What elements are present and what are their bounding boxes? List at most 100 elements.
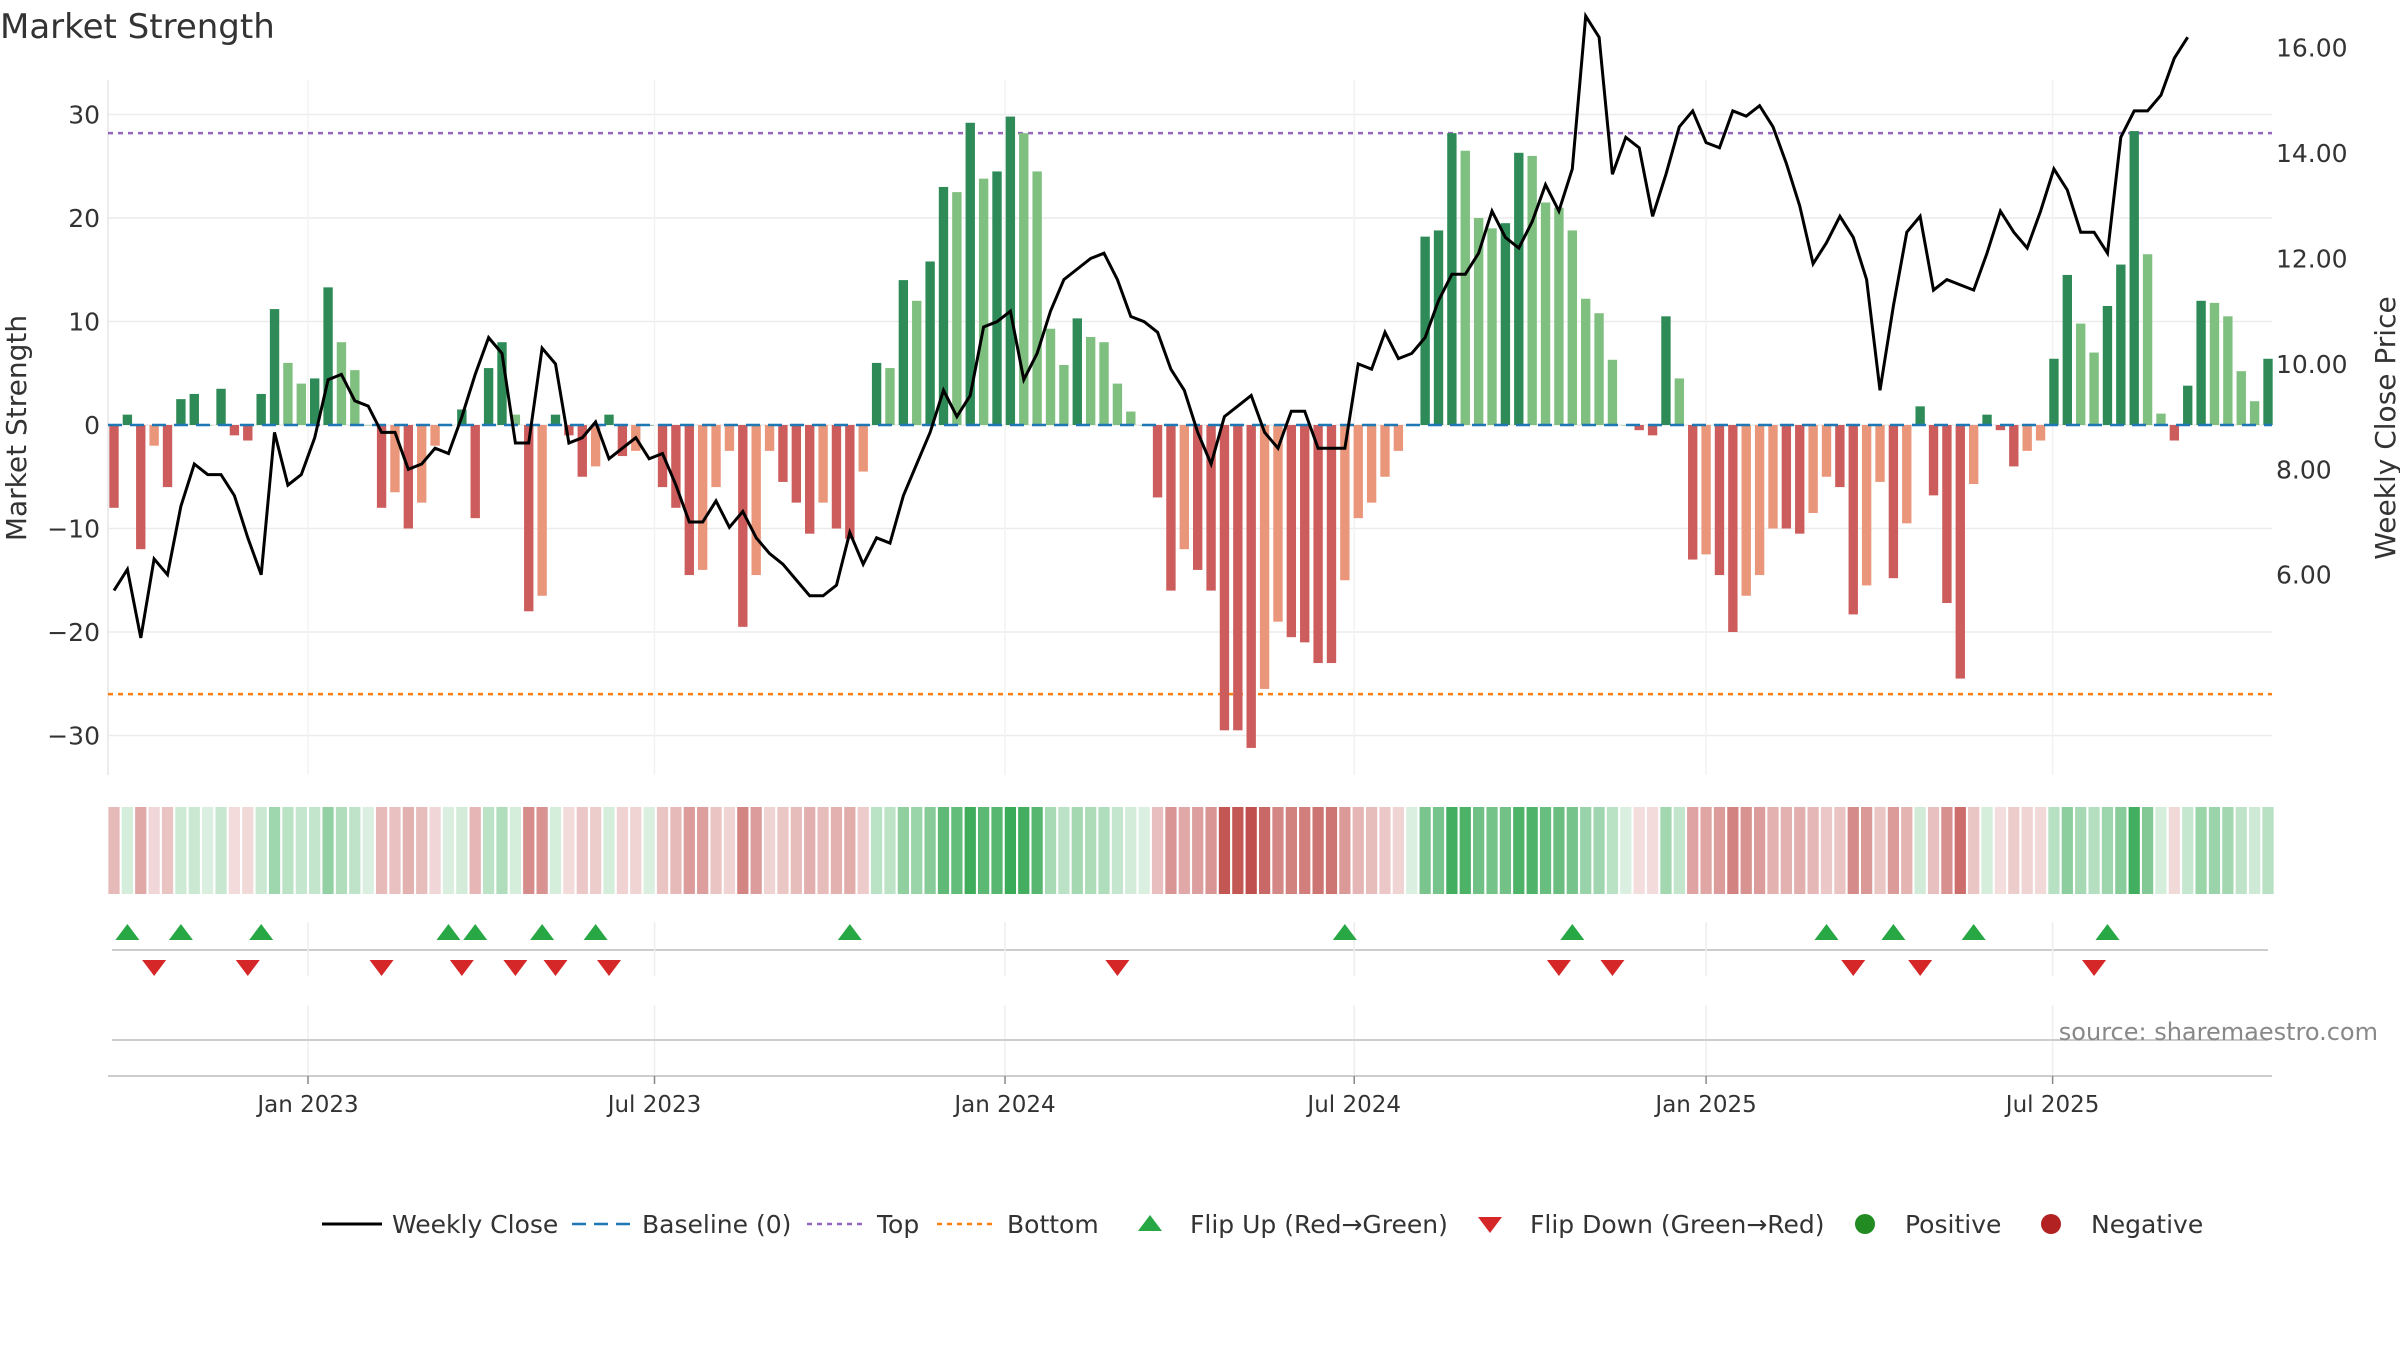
strength-bar <box>1634 425 1644 431</box>
strength-bar <box>2009 425 2019 467</box>
flip-down-marker <box>235 960 260 976</box>
strip-cell <box>857 807 869 894</box>
strength-bar <box>390 425 400 493</box>
strength-bar <box>510 414 521 425</box>
strip-cell <box>563 807 575 894</box>
strip-cell <box>1419 807 1431 894</box>
strength-bar <box>1701 425 1711 555</box>
strip-cell <box>1058 807 1070 894</box>
flip-down-marker <box>503 960 528 976</box>
strip-cell <box>2155 807 2167 894</box>
strength-bar <box>671 425 681 508</box>
strip-cell <box>2101 807 2114 894</box>
strip-cell <box>1272 807 1284 894</box>
strip-cell <box>830 807 843 894</box>
strength-bar <box>2035 425 2046 441</box>
y-axis-right: 16.00 14.00 12.00 10.00 8.00 6.00 <box>2276 34 2348 590</box>
strength-bar <box>1286 425 1297 638</box>
strip-cell <box>897 807 909 894</box>
strip-cell <box>1004 807 1017 894</box>
strip-cell <box>951 807 963 894</box>
strength-bar <box>1019 133 1029 425</box>
strength-bar <box>938 186 949 425</box>
y-tick-label: −10 <box>47 515 100 544</box>
y2-tick-label: 6.00 <box>2276 561 2332 590</box>
y-tick-label: 30 <box>68 101 100 130</box>
x-tick-label: Jan 2025 <box>1653 1092 1756 1118</box>
strength-bar <box>2263 358 2273 425</box>
strip-cell <box>2195 807 2207 894</box>
strip-cell <box>469 807 481 894</box>
strength-bar <box>751 425 761 576</box>
x-tick-label: Jul 2024 <box>1305 1092 1401 1118</box>
strength-bar <box>564 425 574 436</box>
strip-cell <box>2075 807 2087 894</box>
legend-swatch <box>1855 1214 1875 1234</box>
legend-swatch <box>2041 1214 2061 1234</box>
flip-down-marker <box>2082 960 2107 976</box>
y-tick-label: −20 <box>47 618 100 647</box>
strength-bar <box>1206 425 1216 591</box>
legend-label: Positive <box>1905 1210 2001 1239</box>
strength-bar <box>1580 298 1591 425</box>
strength-bar <box>323 287 333 425</box>
strip-cell <box>817 807 829 894</box>
strength-bar <box>1460 150 1470 425</box>
strip-cell <box>616 807 629 894</box>
strip-cell <box>1566 807 1578 894</box>
strength-bar <box>1594 313 1604 425</box>
strip-cell <box>1446 807 1458 894</box>
strength-bar <box>738 425 748 627</box>
strip-cell <box>1339 807 1351 894</box>
source-label: source: sharemaestro.com <box>2059 1018 2378 1046</box>
strength-bar <box>1942 425 1952 604</box>
strip-cell <box>1218 807 1231 894</box>
strip-cell <box>603 807 615 894</box>
strength-bar <box>2156 413 2166 425</box>
strip-cell <box>1954 807 1966 894</box>
strip-cell <box>1700 807 1712 894</box>
strength-bar <box>1059 364 1069 425</box>
y2-axis-label: Weekly Close Price <box>2369 296 2400 559</box>
strip-cell <box>1138 807 1150 894</box>
strength-bar <box>336 342 347 425</box>
strength-bar <box>1326 425 1337 664</box>
strip-cell <box>964 807 976 894</box>
bottom-panel <box>108 1005 2272 1077</box>
strip-cell <box>282 807 294 894</box>
strength-bar <box>1300 425 1310 643</box>
strength-bar <box>1353 425 1363 519</box>
flip-down-marker <box>1841 960 1866 976</box>
legend-label: Flip Down (Green→Red) <box>1530 1210 1825 1239</box>
strength-bar <box>898 280 909 425</box>
weekly-close-line <box>112 11 2189 639</box>
strength-bar <box>162 425 173 488</box>
strength-bar <box>1955 425 1965 679</box>
strength-bar <box>2249 401 2260 425</box>
strength-bar <box>2089 352 2099 425</box>
strength-bar <box>1045 328 1056 425</box>
strength-bar <box>1621 425 1631 426</box>
chart-legend: Weekly Close Baseline (0) Top Bottom Flip Up… <box>322 1210 2203 1239</box>
strength-bar <box>1861 425 1872 586</box>
strip-cell <box>630 807 642 894</box>
flip-down-marker <box>1105 960 1130 976</box>
strip-cell <box>1994 807 2007 894</box>
strip-cell <box>1258 807 1271 894</box>
strip-cell <box>1365 807 1378 894</box>
strip-cell <box>2182 807 2194 894</box>
strip-cell <box>121 807 133 894</box>
strength-bar <box>1179 425 1189 550</box>
strip-cell <box>2141 807 2154 894</box>
strip-cell <box>389 807 401 894</box>
strength-bar <box>1433 230 1444 425</box>
strip-cell <box>523 807 535 894</box>
strip-cell <box>1285 807 1297 894</box>
strip-cell <box>1580 807 1592 894</box>
strength-bar <box>1085 337 1096 425</box>
legend-label: Weekly Close <box>392 1210 558 1239</box>
strength-bar <box>109 425 119 508</box>
strength-bar <box>2142 254 2153 425</box>
strip-cell <box>161 807 174 894</box>
strip-cell <box>1606 807 1619 894</box>
